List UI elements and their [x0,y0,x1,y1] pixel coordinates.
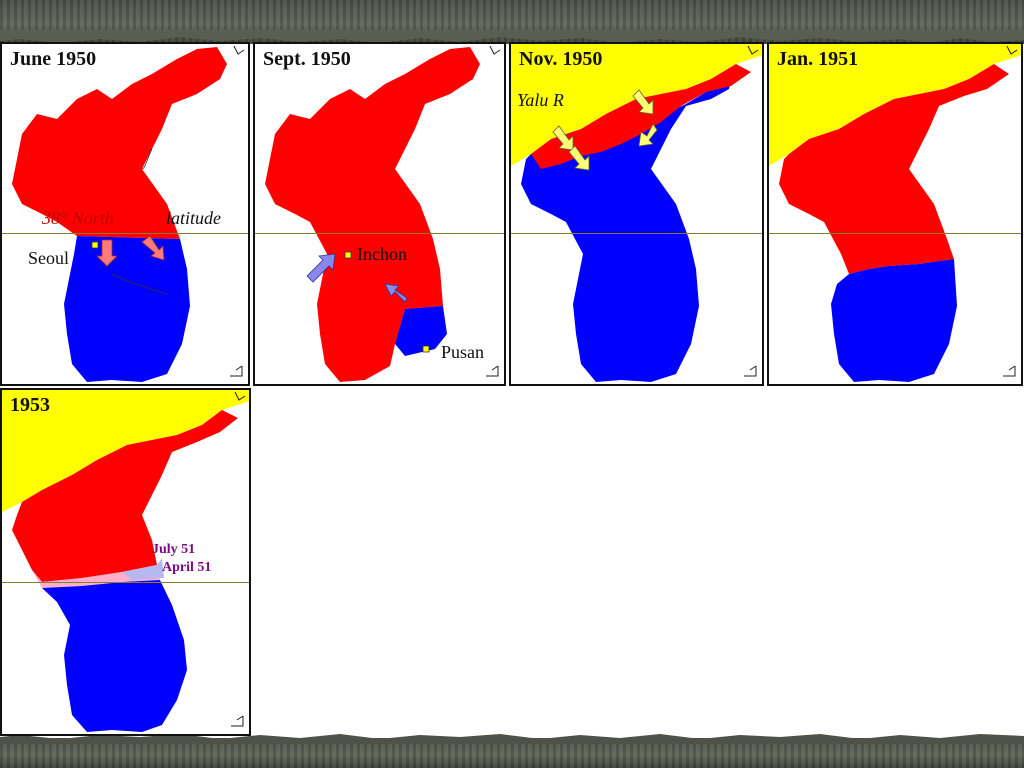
torn-paper-edge-bottom [0,734,1024,744]
chinese-held-strip [531,64,751,169]
pusan-marker [422,345,430,353]
north-korea-region [12,47,227,239]
line-label-july-51: July 51 [152,542,196,557]
latitude-38-line [255,233,504,234]
north-korea-region [779,64,1009,274]
north-korea-region [12,410,238,582]
line-label-april-51: April 51 [162,560,212,575]
compass-corner-icon [744,365,757,377]
south-korea-region [64,236,190,382]
latitude-38-line [511,233,762,234]
latitude-label-38-north: 38° North [42,208,114,228]
city-label-pusan: Pusan [441,342,485,362]
map-panel-1953: 1953 July 51 April 51 [0,388,251,736]
compass-top-icon [1006,45,1018,55]
map-panel-june-1950: June 1950 38° North latitude Seoul [0,42,250,386]
compass-corner-icon [486,365,499,377]
china-arrow-center [568,145,590,171]
map-panel-jan-1951: Jan. 1951 [767,42,1023,386]
south-korea-region [42,580,187,732]
north-korea-region [265,47,480,382]
korea-map-nov-1950 [511,44,762,382]
city-label-inchon: Inchon [357,244,407,264]
april-51-line-region [122,558,164,580]
invasion-arrow-east [141,235,165,261]
panel-title: June 1950 [10,48,97,70]
panel-title: Sept. 1950 [263,48,351,70]
korea-map-1953 [2,390,249,732]
korea-map-sept-1950 [265,45,501,382]
china-region [2,390,249,512]
south-korea-region [831,259,957,382]
inchon-landing-arrow [306,253,336,283]
korea-map-june-1950 [12,45,245,382]
latitude-label-text: latitude [166,208,221,228]
coast-detail [111,148,168,295]
inchon-marker [344,251,352,259]
compass-top-icon [489,45,501,55]
map-panel-sept-1950: Sept. 1950 Inchon Pusan [253,42,506,386]
panel-title: Nov. 1950 [519,48,603,70]
latitude-38-line [2,233,248,234]
china-region [769,44,1021,166]
latitude-38-line [769,233,1021,234]
panel-title: 1953 [10,394,50,416]
latitude-38-line [2,582,249,583]
china-arrow-northeast [632,89,654,115]
city-label-seoul: Seoul [28,248,70,268]
compass-corner-icon [1003,365,1016,377]
compass-corner-icon [231,715,244,727]
compass-corner-icon [230,365,243,377]
breakout-arrow [384,283,408,303]
compass-top-icon [234,391,246,401]
seoul-marker [91,241,99,249]
map-panel-nov-1950: Nov. 1950 Yalu R [509,42,764,386]
china-arrow-west [552,125,574,151]
china-region [511,44,762,166]
invasion-arrow-west [96,239,118,267]
pusan-perimeter-region [395,306,447,356]
panel-title: Jan. 1951 [777,48,859,70]
compass-top-icon [747,45,759,55]
river-label-yalu: Yalu R [517,90,564,110]
compass-top-icon [233,45,245,55]
china-arrow-east [638,123,658,147]
torn-paper-edge-top [0,30,1024,43]
korea-map-jan-1951 [769,44,1021,382]
